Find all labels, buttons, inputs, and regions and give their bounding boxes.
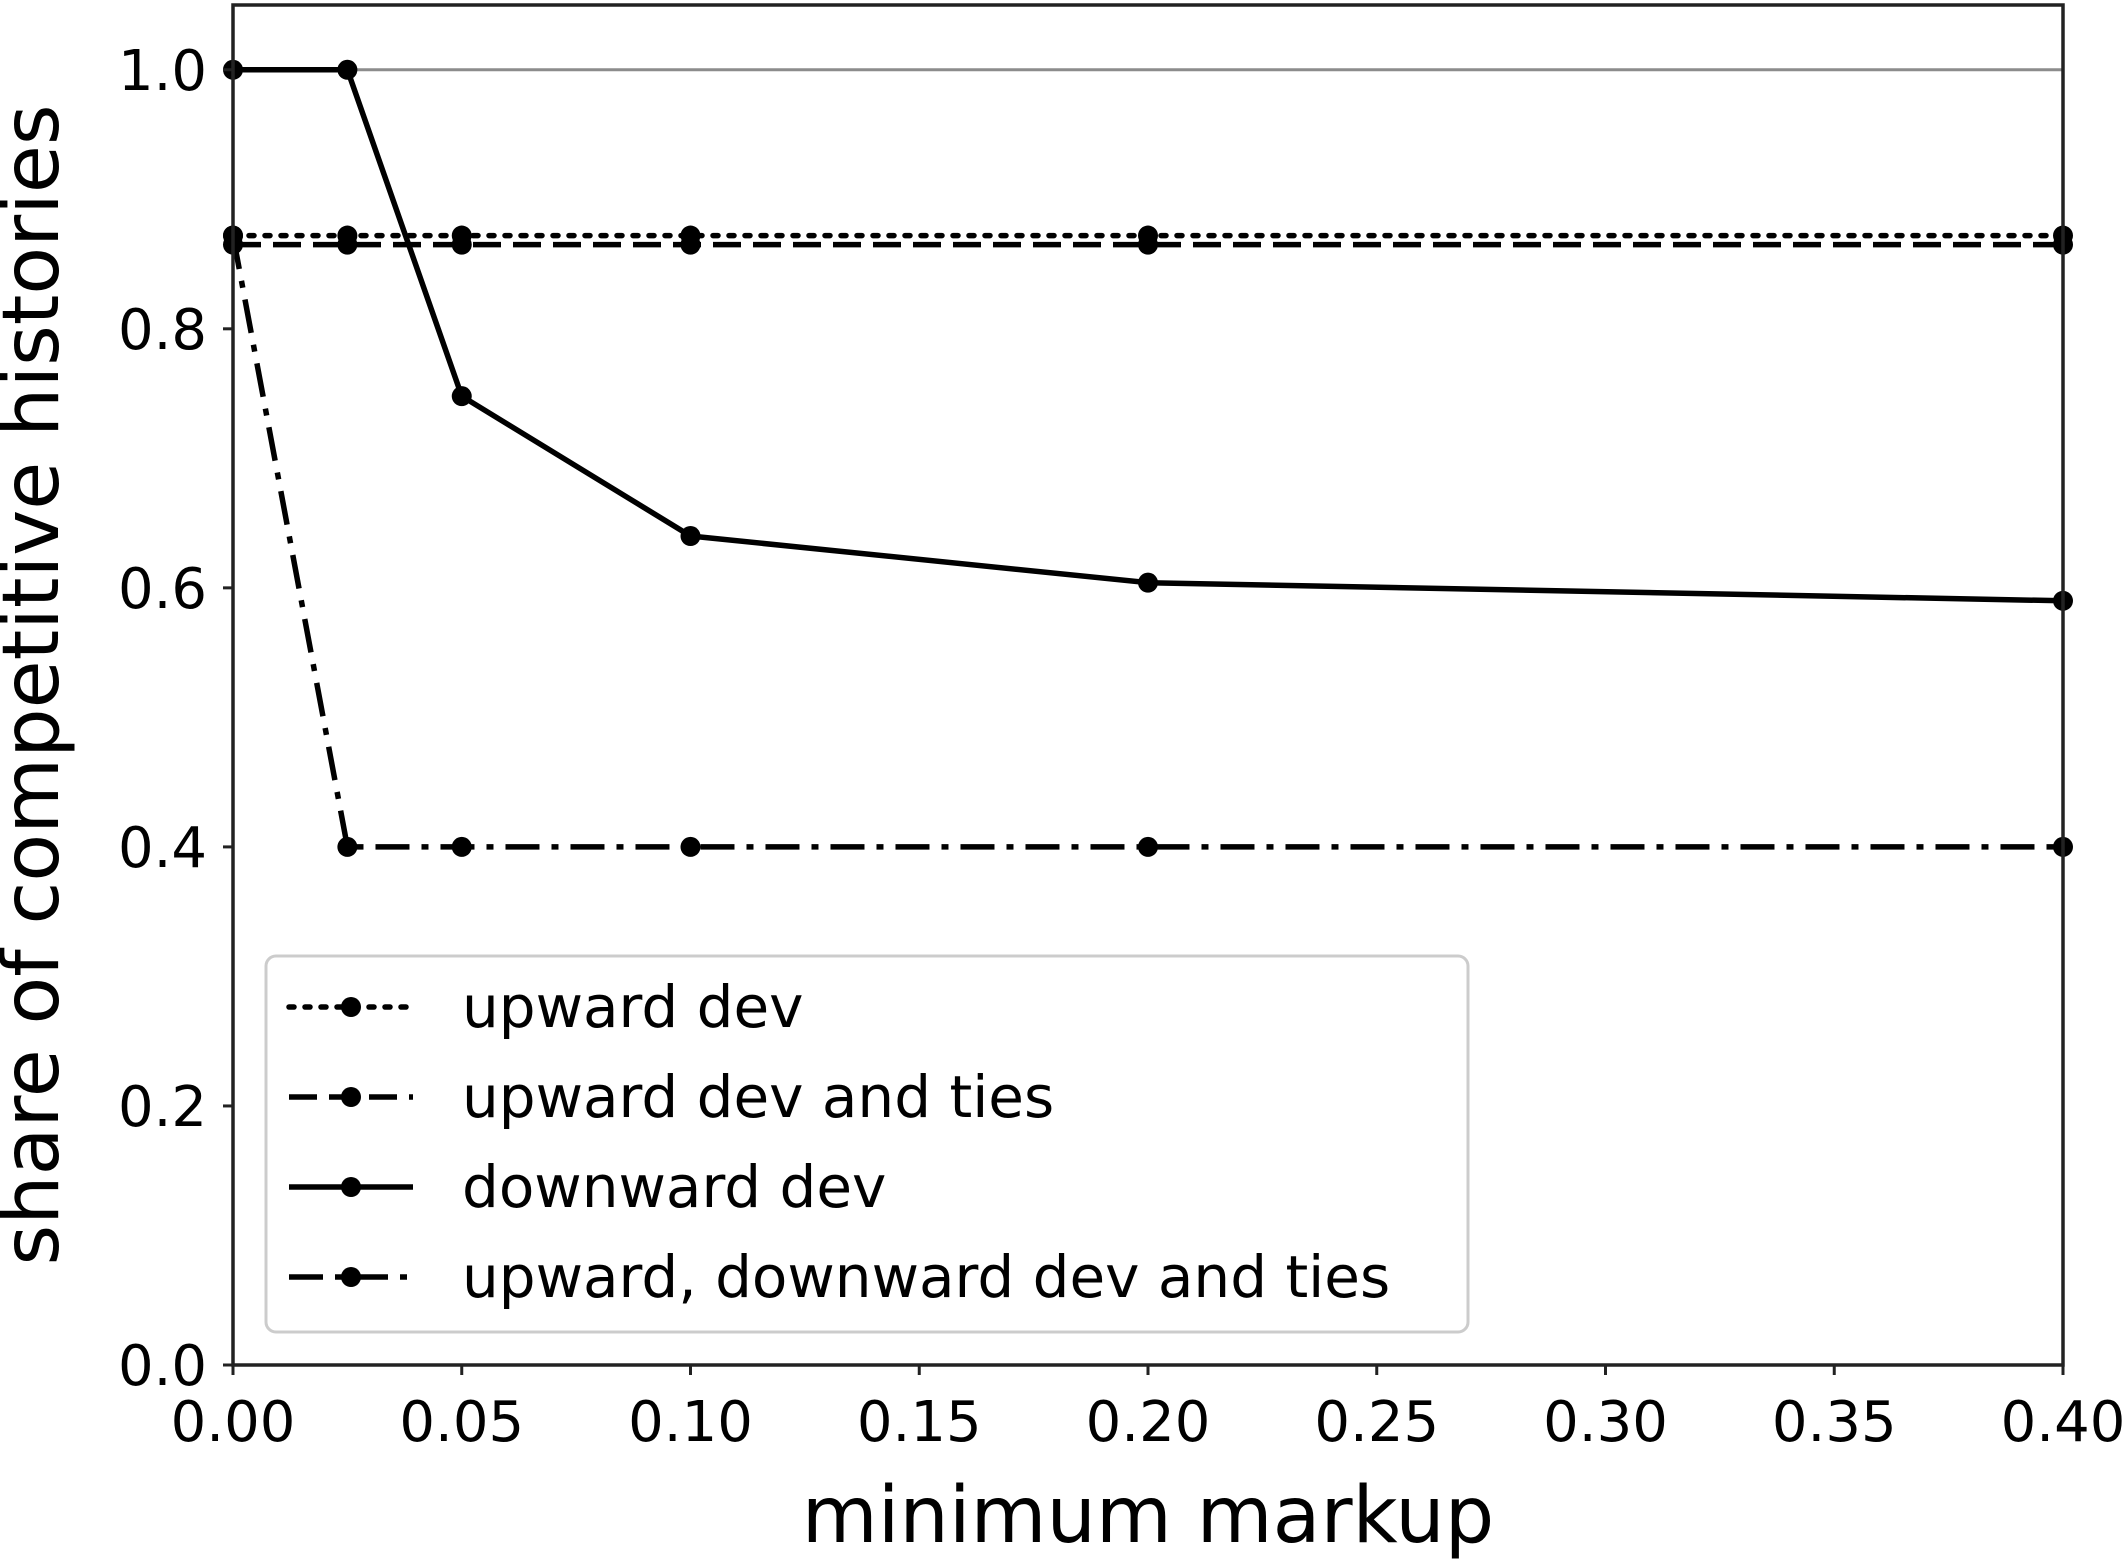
x-tick-label: 0.35	[1772, 1390, 1897, 1455]
legend-label: upward dev	[462, 973, 803, 1041]
x-tick-label: 0.40	[2001, 1390, 2126, 1455]
y-axis-title: share of competitive histories	[0, 105, 77, 1266]
series-layer	[223, 59, 2073, 857]
legend-box	[264, 954, 1470, 1334]
data-point	[680, 526, 701, 547]
y-ticks: 0.0 0.2 0.4 0.6 0.8 1.0	[118, 39, 233, 1399]
legend-label: upward, downward dev and ties	[462, 1243, 1390, 1311]
legend: upward dev upward dev and ties downward de…	[264, 954, 1470, 1334]
legend-item-4: upward, downward dev and ties	[289, 1243, 1390, 1311]
x-axis-title: minimum markup	[802, 1471, 1495, 1561]
legend-item-1: upward dev	[286, 973, 803, 1041]
data-point	[451, 836, 472, 857]
legend-marker	[341, 1087, 361, 1107]
x-ticks: 0.00 0.05 0.10 0.15 0.20 0.25 0.30 0.35 0.40	[171, 1365, 2126, 1455]
data-point	[451, 234, 472, 255]
legend-marker	[341, 1177, 361, 1197]
y-tick-label: 0.4	[118, 816, 207, 881]
data-point	[680, 234, 701, 255]
data-point	[1138, 234, 1158, 255]
data-point	[337, 836, 358, 857]
legend-label: upward dev and ties	[462, 1063, 1054, 1131]
x-tick-label: 0.20	[1086, 1390, 1211, 1455]
x-tick-label: 0.05	[399, 1390, 524, 1455]
data-point	[451, 386, 472, 407]
legend-marker	[341, 1267, 361, 1287]
legend-marker	[341, 997, 361, 1017]
data-point	[1138, 836, 1158, 857]
x-tick-label: 0.25	[1314, 1390, 1439, 1455]
y-tick-label: 0.6	[118, 557, 207, 622]
y-tick-label: 1.0	[118, 39, 207, 104]
series-3	[223, 59, 2073, 611]
series-line-4	[230, 235, 2063, 850]
data-point	[337, 234, 358, 255]
data-point	[337, 59, 358, 80]
series-line-3	[233, 67, 2064, 604]
legend-item-3: downward dev	[289, 1153, 886, 1221]
y-tick-label: 0.2	[118, 1075, 207, 1140]
data-point	[680, 836, 701, 857]
x-tick-label: 0.30	[1543, 1390, 1668, 1455]
y-tick-label: 0.8	[118, 298, 207, 363]
data-point	[1138, 572, 1158, 593]
x-tick-label: 0.10	[628, 1390, 753, 1455]
legend-label: downward dev	[462, 1153, 886, 1221]
y-tick-label: 0.0	[118, 1334, 207, 1399]
x-tick-label: 0.00	[171, 1390, 296, 1455]
legend-items: upward dev upward dev and ties downward de…	[286, 973, 1390, 1311]
legend-item-2: upward dev and ties	[289, 1063, 1054, 1131]
x-tick-label: 0.15	[857, 1390, 982, 1455]
